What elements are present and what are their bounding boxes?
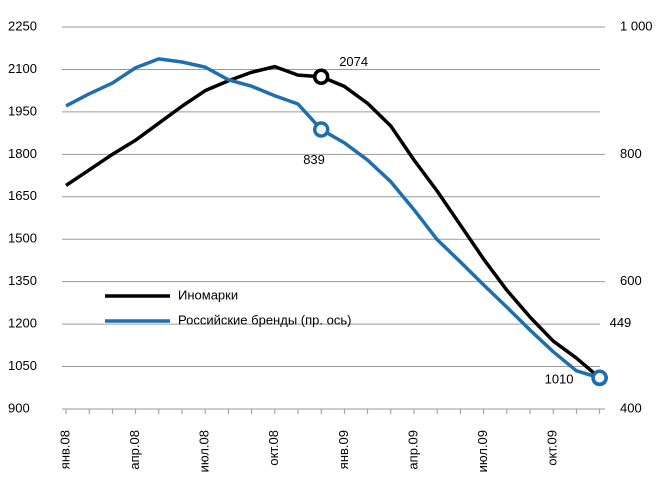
y2-tick-label: 400 [620, 400, 642, 415]
y-tick-label: 2250 [8, 18, 37, 33]
y-tick-label: 1350 [8, 273, 37, 288]
y-tick-label: 2100 [8, 61, 37, 76]
point-marker [312, 68, 330, 86]
data-label: 1010 [545, 371, 574, 386]
x-tick-label: янв.09 [336, 430, 351, 469]
legend-label: Российские бренды (пр. ось) [178, 312, 351, 327]
legend-label: Иномарки [178, 287, 238, 302]
y-tick-label: 1500 [8, 231, 37, 246]
x-tick-label: апр.08 [127, 430, 142, 470]
y-tick-label: 1650 [8, 188, 37, 203]
data-label: 839 [303, 152, 325, 167]
point-marker [312, 121, 330, 138]
y2-tick-label: 600 [620, 273, 642, 288]
series-line [65, 64, 601, 380]
y2-tick-label: 800 [620, 146, 642, 161]
x-tick-label: окт.08 [266, 430, 281, 466]
x-tick-label: апр.09 [405, 430, 420, 470]
point-marker [591, 369, 608, 387]
y-tick-label: 1050 [8, 358, 37, 373]
y-tick-label: 1200 [8, 316, 37, 331]
data-label: 2074 [339, 54, 368, 69]
x-tick-label: июл.09 [475, 430, 490, 472]
y2-tick-label: 1 000 [620, 18, 653, 33]
y-tick-label: 900 [8, 400, 30, 415]
data-label: 449 [610, 315, 632, 330]
series-line [65, 57, 601, 380]
x-tick-label: янв.08 [57, 430, 72, 469]
x-tick-label: окт.09 [545, 430, 560, 466]
y-tick-label: 1950 [8, 103, 37, 118]
x-tick-label: июл.08 [197, 430, 212, 472]
y-tick-label: 1800 [8, 146, 37, 161]
